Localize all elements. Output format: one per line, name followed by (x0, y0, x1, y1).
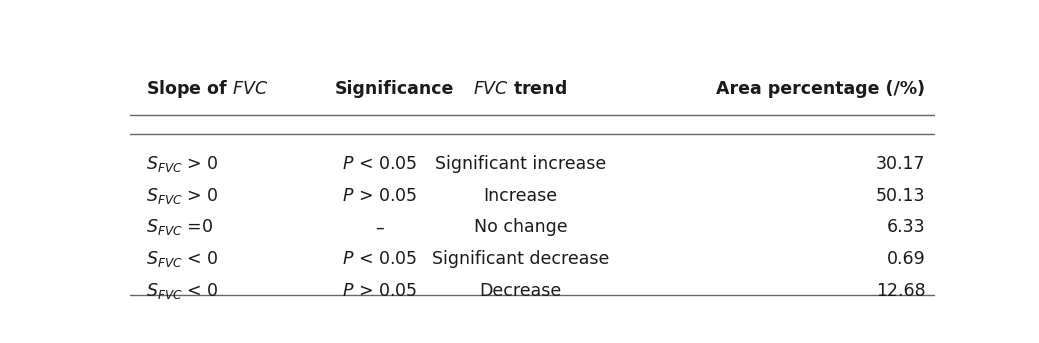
Text: Significant increase: Significant increase (434, 155, 606, 173)
Text: –: – (375, 218, 383, 236)
Text: $\mathit{P}$ < 0.05: $\mathit{P}$ < 0.05 (342, 155, 417, 173)
Text: $S_{FVC}$ =0: $S_{FVC}$ =0 (145, 217, 213, 237)
Text: $S_{FVC}$ < 0: $S_{FVC}$ < 0 (145, 281, 219, 301)
Text: $\mathit{P}$ > 0.05: $\mathit{P}$ > 0.05 (342, 282, 417, 300)
Text: Significant decrease: Significant decrease (432, 250, 609, 268)
Text: 30.17: 30.17 (876, 155, 926, 173)
Text: Slope of $\mathbf{\mathit{FVC}}$: Slope of $\mathbf{\mathit{FVC}}$ (145, 78, 268, 100)
Text: Significance: Significance (336, 80, 455, 98)
Text: $\mathit{P}$ > 0.05: $\mathit{P}$ > 0.05 (342, 187, 417, 205)
Text: $S_{FVC}$ < 0: $S_{FVC}$ < 0 (145, 249, 219, 269)
Text: Decrease: Decrease (479, 282, 561, 300)
Text: 12.68: 12.68 (876, 282, 926, 300)
Text: $S_{FVC}$ > 0: $S_{FVC}$ > 0 (145, 154, 219, 174)
Text: Area percentage (/%): Area percentage (/%) (717, 80, 926, 98)
Text: $S_{FVC}$ > 0: $S_{FVC}$ > 0 (145, 186, 219, 206)
Text: Increase: Increase (483, 187, 558, 205)
Text: 0.69: 0.69 (886, 250, 926, 268)
Text: No change: No change (474, 218, 567, 236)
Text: $\mathbf{\mathit{FVC}}$ trend: $\mathbf{\mathit{FVC}}$ trend (474, 80, 567, 98)
Text: 50.13: 50.13 (876, 187, 926, 205)
Text: $\mathit{P}$ < 0.05: $\mathit{P}$ < 0.05 (342, 250, 417, 268)
Text: 6.33: 6.33 (887, 218, 926, 236)
